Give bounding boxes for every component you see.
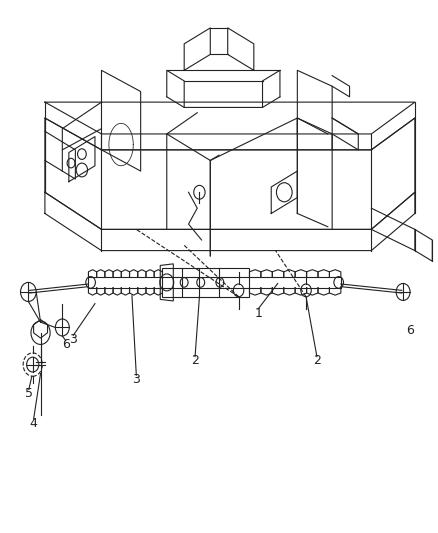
Text: 2: 2 — [313, 354, 321, 367]
Text: 1: 1 — [254, 306, 262, 320]
Text: 6: 6 — [62, 338, 70, 351]
Text: 4: 4 — [30, 417, 38, 430]
Text: 5: 5 — [25, 387, 33, 400]
Text: 3: 3 — [132, 373, 140, 386]
Text: 3: 3 — [69, 333, 77, 346]
Text: 2: 2 — [191, 354, 199, 367]
Text: 6: 6 — [406, 324, 414, 337]
